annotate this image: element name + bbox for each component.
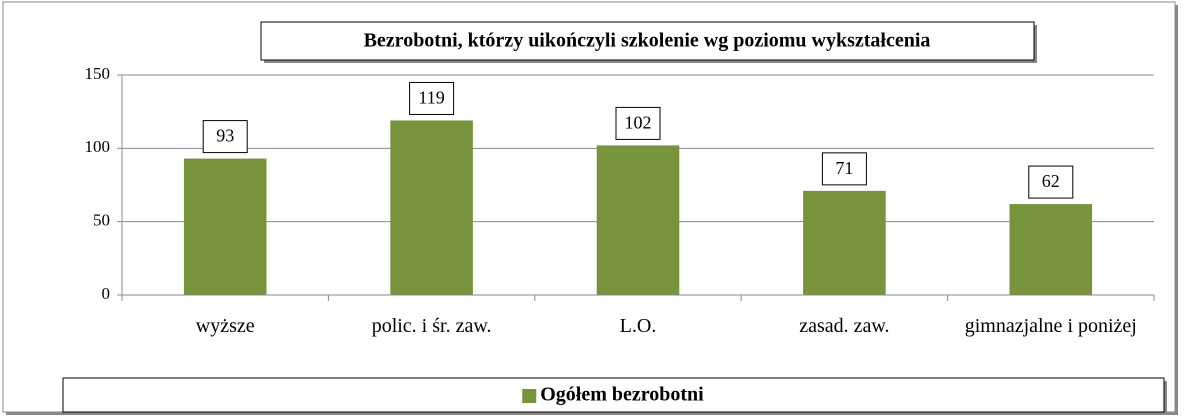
frame — [2, 1, 1176, 413]
value-label-box — [202, 120, 248, 154]
value-label: 102 — [625, 113, 652, 133]
bar — [183, 158, 267, 295]
bar — [1009, 204, 1093, 295]
value-label: 71 — [835, 158, 853, 178]
value-label-box — [1028, 165, 1074, 199]
legend-box — [62, 377, 1165, 413]
value-label: 119 — [418, 88, 444, 108]
x-tick-label: polic. i śr. zaw. — [371, 315, 492, 337]
value-label-box — [615, 106, 661, 140]
legend-swatch — [522, 389, 537, 403]
value-label: 93 — [216, 126, 234, 146]
y-tick-label: 100 — [85, 137, 111, 156]
x-tick-label: L.O. — [619, 315, 657, 337]
legend-label: Ogółem bezrobotni — [540, 384, 704, 406]
chart-title: Bezrobotni, którzy uikończyli szkolenie … — [364, 30, 931, 52]
value-label: 62 — [1042, 171, 1060, 191]
value-label-box — [409, 81, 455, 115]
bar — [390, 120, 473, 295]
y-tick-label: 50 — [93, 211, 110, 230]
bar — [803, 190, 886, 295]
x-tick-label: zasad. zaw. — [799, 315, 890, 337]
y-tick-label: 150 — [85, 64, 111, 83]
x-tick-label: gimnazjalne i poniżej — [964, 315, 1137, 337]
value-label-box — [821, 152, 867, 186]
y-tick-label: 0 — [102, 284, 111, 303]
bar — [596, 145, 680, 295]
x-tick-label: wyższe — [195, 315, 255, 337]
title-box — [260, 21, 1035, 61]
